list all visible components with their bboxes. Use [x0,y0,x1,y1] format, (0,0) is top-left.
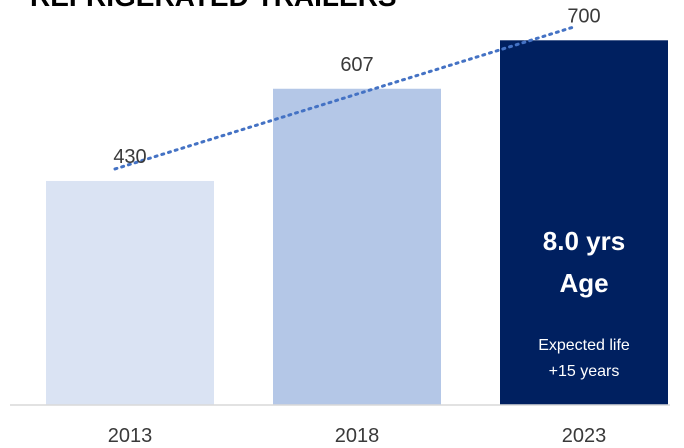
value-label-2023: 700 [567,5,600,27]
annotation-note-line2: +15 years [549,363,620,380]
trend-line [113,24,578,171]
bar-2013 [46,180,214,405]
bars-group [46,40,668,406]
bar-2018 [273,88,441,406]
labels-group: 430 2013 607 2018 700 2023 [108,5,607,447]
x-tick-2023: 2023 [562,425,607,447]
value-label-2013: 430 [113,146,146,168]
value-label-2018: 607 [340,54,373,76]
annotation-age-label: Age [559,268,608,298]
annotation-group: 8.0 yrs Age Expected life +15 years [538,226,630,380]
annotation-note-line1: Expected life [538,337,630,354]
x-tick-2018: 2018 [335,425,380,447]
bar-2023 [500,40,668,406]
x-tick-2013: 2013 [108,425,153,447]
annotation-age-value: 8.0 yrs [543,226,625,256]
chart-title: REFRIGERATED TRAILERS [30,0,397,12]
